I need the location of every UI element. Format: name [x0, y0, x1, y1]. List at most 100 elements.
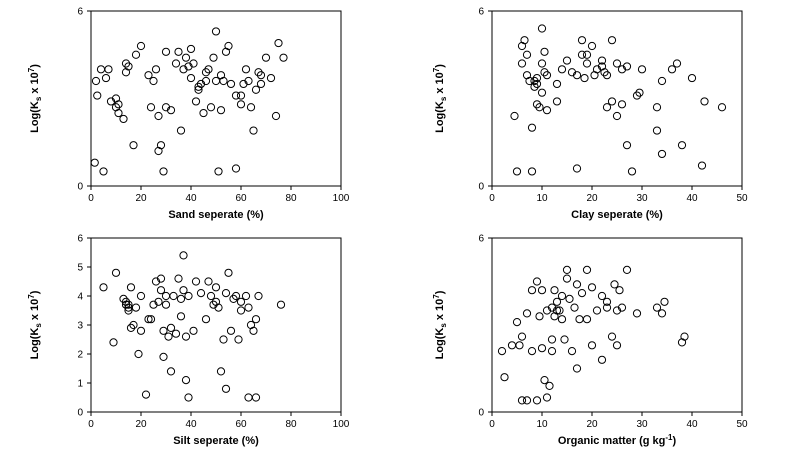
data-point [204, 277, 213, 286]
data-point [637, 65, 647, 74]
data-point [572, 71, 582, 80]
data-point [241, 291, 251, 301]
data-point [615, 286, 624, 295]
data-point [244, 76, 253, 86]
data-point [612, 111, 622, 121]
x-axis-label: Silt seperate (%) [173, 435, 259, 447]
data-point [156, 286, 166, 295]
data-point [234, 335, 243, 344]
data-point [174, 274, 183, 283]
data-point [184, 393, 193, 402]
data-point [610, 280, 619, 289]
plot-frame [491, 10, 743, 187]
data-point [219, 335, 228, 344]
data-point [134, 349, 143, 359]
data-point [166, 106, 176, 115]
data-point [602, 103, 612, 112]
data-point [136, 41, 146, 51]
y-axis-label: Log(Ks x 107) [432, 290, 448, 359]
data-point [562, 274, 572, 283]
data-point [226, 79, 236, 89]
data-point [565, 294, 574, 303]
data-point [246, 103, 256, 112]
y-tick-label: 6 [77, 234, 83, 245]
x-tick-label: 0 [489, 419, 495, 430]
plot-frame [491, 237, 743, 413]
data-point [602, 297, 612, 306]
y-tick-label: 6 [478, 234, 484, 245]
data-point [527, 167, 537, 176]
x-tick-label: 80 [285, 419, 297, 430]
data-point [597, 291, 607, 301]
x-tick-label: 10 [536, 419, 548, 430]
data-point [276, 300, 286, 309]
data-point [587, 41, 597, 51]
y-tick-label: 2 [77, 350, 83, 361]
data-point [522, 396, 532, 405]
x-tick-label: 40 [686, 419, 698, 430]
data-point [525, 76, 534, 86]
data-point [126, 283, 136, 292]
data-point [186, 44, 196, 54]
data-point [156, 274, 166, 283]
data-point [144, 315, 153, 324]
data-point [174, 47, 183, 56]
data-point [236, 91, 246, 100]
data-point [206, 103, 216, 112]
data-point [552, 297, 562, 306]
data-point [91, 76, 101, 86]
data-point [136, 326, 146, 335]
data-point [537, 344, 547, 353]
data-point [717, 103, 727, 112]
data-point [672, 59, 682, 68]
data-point [592, 306, 602, 315]
data-point [216, 106, 226, 115]
data-point [622, 141, 632, 150]
data-point [552, 79, 562, 89]
plot-frame [90, 10, 342, 187]
data-point [535, 103, 544, 112]
data-point [204, 65, 213, 74]
data-point [199, 108, 208, 118]
data-point [632, 309, 642, 318]
data-point [211, 76, 221, 86]
data-point [517, 396, 527, 405]
data-point [627, 167, 637, 176]
x-tick-label: 40 [686, 193, 698, 204]
x-tick-label: 30 [636, 193, 648, 204]
data-point [196, 289, 206, 298]
x-tick-label: 0 [88, 419, 94, 430]
data-point [602, 303, 612, 312]
data-point [141, 390, 151, 399]
data-point [166, 323, 176, 332]
x-tick-label: 100 [333, 419, 350, 430]
data-point [249, 126, 258, 135]
data-point [244, 303, 253, 312]
x-tick-label: 50 [736, 193, 748, 204]
x-tick-label: 20 [586, 193, 598, 204]
data-point [597, 56, 607, 65]
x-axis-label: Sand seperate (%) [168, 209, 264, 221]
data-point [572, 280, 582, 289]
data-point [231, 91, 241, 100]
data-point [600, 68, 609, 77]
data-point [179, 251, 188, 260]
data-point [527, 123, 537, 132]
data-point [126, 323, 136, 332]
data-point [540, 68, 549, 77]
data-point [211, 27, 221, 36]
data-point [236, 306, 246, 315]
data-point [231, 291, 241, 301]
data-point [607, 36, 617, 45]
data-point [652, 103, 662, 112]
data-point [555, 306, 564, 315]
data-point [181, 332, 191, 341]
data-point [151, 65, 161, 74]
x-axis-label: Clay seperate (%) [571, 209, 663, 221]
y-tick-label: 0 [478, 408, 484, 419]
data-point [214, 167, 223, 176]
data-point [154, 111, 163, 121]
data-point [256, 79, 266, 89]
data-point [129, 320, 138, 330]
data-point [532, 79, 542, 89]
